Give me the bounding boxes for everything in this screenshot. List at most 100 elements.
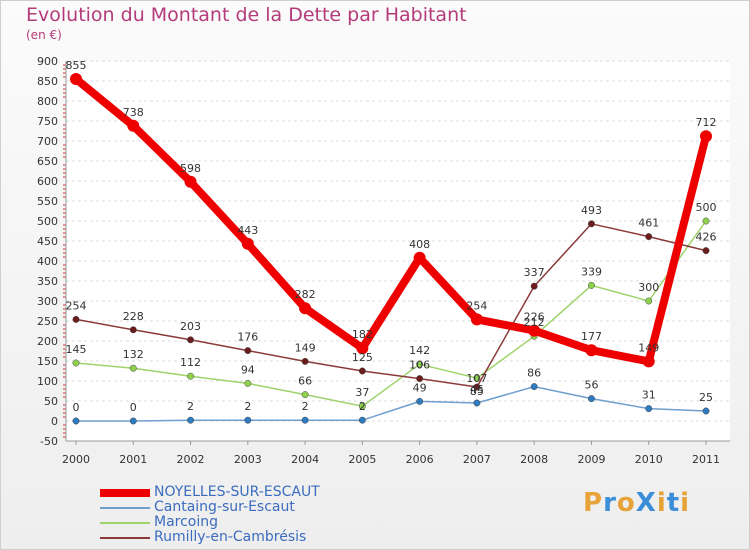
data-point [358, 402, 366, 410]
data-label: 132 [123, 348, 144, 361]
data-label: 0 [130, 401, 137, 414]
logo-letter: X [635, 488, 657, 518]
legend-label: NOYELLES-SUR-ESCAUT [154, 484, 320, 500]
data-point [187, 336, 194, 344]
data-point [244, 416, 252, 424]
x-tick-label: 2003 [234, 453, 262, 466]
series-line-3 [75, 223, 707, 388]
data-label: 300 [638, 281, 659, 294]
data-label: 49 [413, 381, 427, 394]
data-point [356, 342, 369, 355]
data-label: 203 [180, 320, 201, 333]
data-label: 712 [696, 116, 717, 129]
data-point [72, 359, 80, 367]
data-point [72, 315, 80, 323]
y-tick-label: 0 [51, 415, 58, 428]
data-point [700, 130, 712, 143]
data-label: 107 [466, 372, 487, 385]
data-point [473, 383, 481, 391]
y-tick-label: 400 [37, 255, 58, 268]
data-point [70, 73, 82, 85]
legend-swatch [100, 489, 150, 497]
y-tick-label: 550 [37, 195, 58, 208]
data-point [588, 220, 595, 228]
data-label: 212 [524, 316, 545, 329]
y-tick-label: 500 [37, 215, 58, 228]
logo-letter: r [603, 488, 617, 518]
y-tick-label: 200 [37, 335, 58, 348]
data-label: 500 [696, 201, 717, 214]
data-label: 855 [66, 59, 87, 72]
data-label: 149 [295, 341, 316, 354]
data-point [702, 407, 710, 415]
data-point [702, 247, 710, 255]
y-tick-label: 250 [37, 315, 58, 328]
data-label: 176 [237, 331, 258, 344]
data-point [244, 379, 252, 387]
data-point [470, 313, 483, 326]
data-label: 145 [66, 343, 87, 356]
y-tick-label: 750 [37, 115, 58, 128]
logo-letter: t [666, 488, 681, 518]
x-tick-label: 2008 [520, 453, 548, 466]
y-tick-label: -50 [40, 435, 58, 448]
legend-label: Rumilly-en-Cambrésis [154, 529, 307, 545]
logo-letter: i [656, 488, 667, 518]
data-label: 94 [241, 363, 255, 376]
legend-swatch [100, 507, 150, 509]
data-label: 45 [470, 383, 484, 396]
data-point [416, 397, 424, 405]
logo-letter: P [583, 488, 604, 518]
x-tick-label: 2007 [463, 453, 491, 466]
chart-title: Evolution du Montant de la Dette par Hab… [26, 4, 467, 26]
data-label: 228 [123, 310, 144, 323]
data-label: 254 [66, 299, 87, 312]
data-label: 282 [295, 288, 316, 301]
data-label: 31 [642, 389, 656, 402]
data-label: 112 [180, 356, 201, 369]
data-label: 2 [244, 400, 251, 413]
data-label: 738 [123, 106, 144, 119]
y-tick-label: 300 [37, 295, 58, 308]
proxiti-logo: ProXiti [583, 488, 690, 518]
data-point [645, 405, 653, 413]
y-tick-label: 600 [37, 175, 58, 188]
y-tick-label: 450 [37, 235, 58, 248]
data-point [642, 355, 655, 368]
y-tick-label: 850 [37, 75, 58, 88]
data-label: 443 [237, 224, 258, 237]
data-point [473, 399, 481, 407]
data-label: 56 [584, 379, 598, 392]
data-point [585, 344, 598, 357]
legend-label: Marcoing [154, 514, 219, 530]
data-point [588, 395, 595, 403]
data-point [184, 175, 197, 188]
y-tick-label: 900 [37, 55, 58, 68]
x-tick-label: 2002 [177, 453, 205, 466]
logo-letter: o [616, 488, 636, 518]
data-point [127, 119, 140, 132]
data-label: 2 [302, 400, 309, 413]
data-label: 339 [581, 265, 602, 278]
data-label: 125 [352, 351, 373, 364]
data-label: 0 [73, 401, 80, 414]
data-point [129, 364, 137, 372]
data-point [244, 347, 252, 355]
x-tick-label: 2000 [62, 453, 90, 466]
data-point [702, 217, 710, 225]
data-label: 598 [180, 162, 201, 175]
x-tick-label: 2009 [577, 453, 605, 466]
logo-letter: i [680, 488, 691, 518]
data-point [358, 367, 366, 375]
data-label: 85 [470, 385, 484, 398]
data-point [416, 375, 424, 383]
data-point [473, 374, 481, 382]
data-point [413, 251, 426, 264]
y-tick-label: 350 [37, 275, 58, 288]
data-label: 254 [466, 299, 487, 312]
data-label: 182 [352, 328, 373, 341]
x-tick-label: 2006 [406, 453, 434, 466]
data-label: 461 [638, 217, 659, 230]
data-label: 408 [409, 238, 430, 251]
x-tick-label: 2005 [348, 453, 376, 466]
